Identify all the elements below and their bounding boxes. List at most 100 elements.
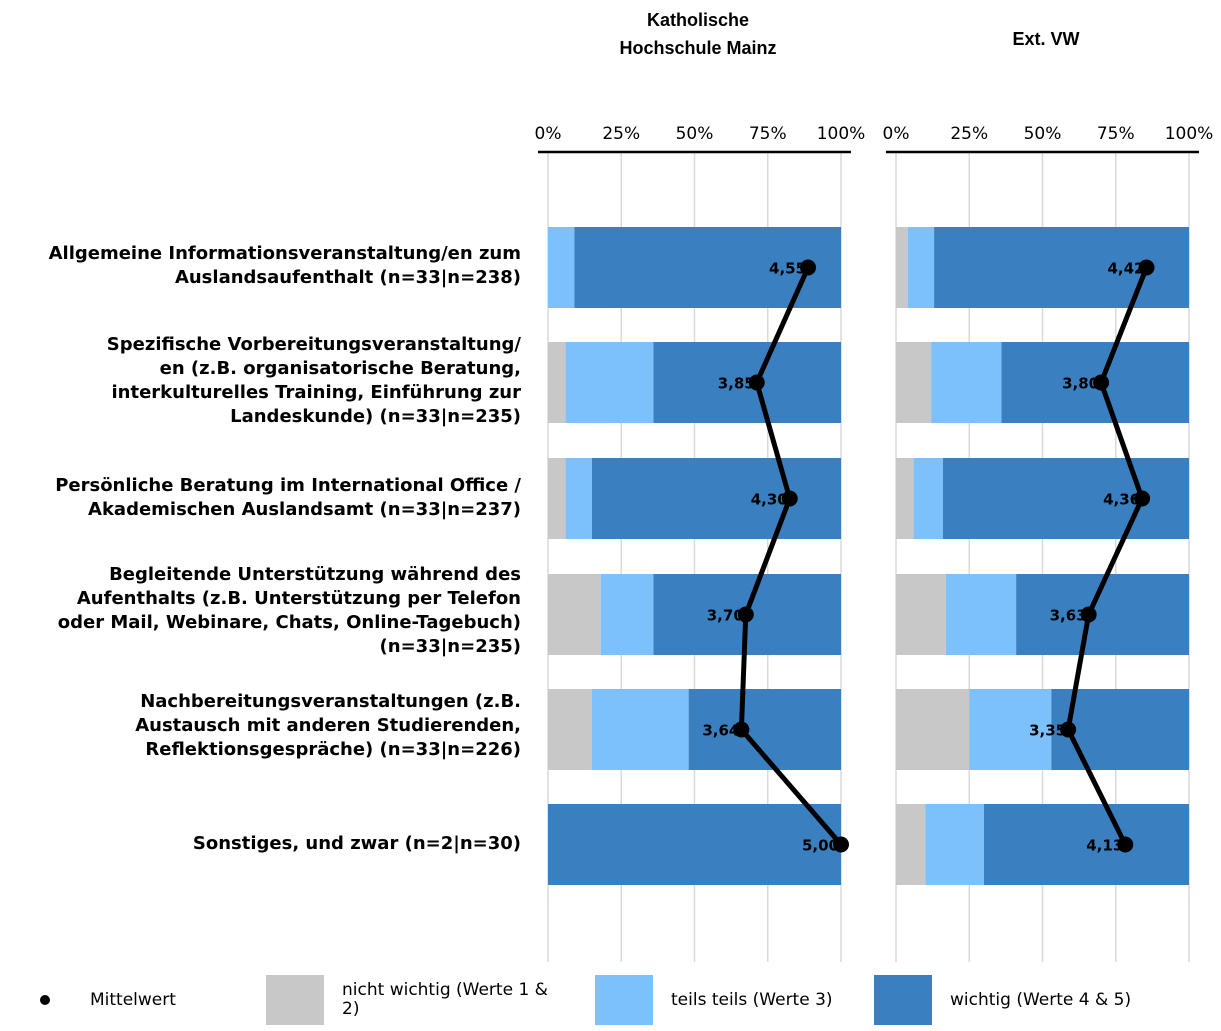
bar-khm-teils-teils xyxy=(600,574,654,655)
bar-extvw-nicht-wichtig xyxy=(896,689,970,770)
mean-label-khm: 4,30 xyxy=(751,491,788,509)
x-tick-label-khm: 75% xyxy=(749,124,787,144)
mean-point-extvw xyxy=(1117,836,1134,853)
legend-mean: Mittelwert xyxy=(0,980,176,1020)
category-label-line: Reflektionsgespräche) (n=33|n=226) xyxy=(145,739,521,760)
x-tick-label-extvw: 0% xyxy=(883,124,910,144)
category-label-line: interkulturelles Training, Einführung zu… xyxy=(111,382,521,403)
category-label-line: Auslandsaufenthalt (n=33|n=238) xyxy=(174,267,521,288)
mean-point-khm xyxy=(748,374,765,391)
mean-point-khm xyxy=(833,836,849,853)
x-tick-label-khm: 50% xyxy=(676,124,714,144)
bar-extvw-nicht-wichtig xyxy=(896,804,926,885)
mean-label-khm: 3,85 xyxy=(718,375,755,393)
category-label-line: Aufenthalts (z.B. Unterstützung per Tele… xyxy=(76,588,521,609)
category-label-4: Begleitende Unterstützung während des Au… xyxy=(0,563,521,659)
bar-extvw-teils-teils xyxy=(931,342,1002,423)
mean-point-extvw xyxy=(1093,374,1110,391)
legend-mean-marker xyxy=(40,995,50,1005)
mean-line-extvw xyxy=(1065,266,1149,846)
bar-extvw-nicht-wichtig xyxy=(896,574,946,655)
bar-khm-teils-teils xyxy=(565,458,592,539)
mean-point-khm xyxy=(800,259,817,276)
category-label-line: (n=33|n=235) xyxy=(379,636,521,657)
mean-point-extvw xyxy=(1060,721,1077,738)
legend-wichtig-label: wichtig (Werte 4 & 5) xyxy=(950,989,1132,1010)
legend-teils-swatch xyxy=(595,975,653,1025)
category-label-3: Persönliche Beratung im International Of… xyxy=(0,474,521,522)
bar-khm-wichtig xyxy=(653,342,841,423)
category-label-line: Allgemeine Informationsveranstaltung/en … xyxy=(48,243,521,264)
category-label-1: Allgemeine Informationsveranstaltung/en … xyxy=(0,242,521,290)
mean-label-khm: 3,70 xyxy=(707,607,744,625)
mean-point-khm xyxy=(733,721,750,738)
mean-label-extvw: 3,63 xyxy=(1050,607,1087,625)
bar-extvw-teils-teils xyxy=(913,458,943,539)
x-tick-label-khm: 0% xyxy=(535,124,562,144)
mean-point-khm xyxy=(737,606,754,623)
bar-khm-nicht-wichtig xyxy=(548,342,566,423)
bar-extvw-wichtig xyxy=(942,458,1189,539)
bar-khm-nicht-wichtig xyxy=(548,574,601,655)
legend-nicht-wichtig-line1: nicht wichtig (Werte 1 & xyxy=(342,980,548,1000)
mean-point-khm xyxy=(781,490,798,507)
bar-extvw-teils-teils xyxy=(907,227,935,308)
bar-extvw-teils-teils xyxy=(925,804,984,885)
legend-nicht-wichtig: nicht wichtig (Werte 1 & 2) xyxy=(266,975,548,1025)
mean-point-extvw xyxy=(1134,490,1151,507)
legend-nicht-wichtig-swatch xyxy=(266,975,324,1025)
legend-nicht-wichtig-line2: 2) xyxy=(342,999,360,1019)
legend-teils: teils teils (Werte 3) xyxy=(595,975,833,1025)
x-tick-label-extvw: 75% xyxy=(1097,124,1135,144)
mean-point-extvw xyxy=(1080,606,1097,623)
x-tick-label-extvw: 25% xyxy=(950,124,988,144)
bar-extvw-nicht-wichtig xyxy=(896,227,908,308)
mean-label-khm: 4,55 xyxy=(769,260,806,278)
bar-khm-nicht-wichtig xyxy=(548,689,592,770)
legend-wichtig-swatch xyxy=(874,975,932,1025)
panel-title-extvw: Ext. VW xyxy=(896,25,1196,53)
legend-teils-label: teils teils (Werte 3) xyxy=(671,989,833,1010)
x-tick-label-khm: 25% xyxy=(602,124,640,144)
category-label-line: Spezifische Vorbereitungsveranstaltung/ xyxy=(106,334,521,355)
bar-extvw-nicht-wichtig xyxy=(896,342,932,423)
panel-title-khm-line1: Katholische xyxy=(646,10,750,30)
category-label-2: Spezifische Vorbereitungsveranstaltung/ … xyxy=(0,333,521,429)
mean-line-khm xyxy=(738,266,843,847)
category-label-line: Begleitende Unterstützung während des xyxy=(109,564,521,585)
category-label-line: Persönliche Beratung im International Of… xyxy=(55,475,521,496)
bar-khm-wichtig xyxy=(591,458,841,539)
x-tick-label-khm: 100% xyxy=(817,124,866,144)
category-label-line: Akademischen Auslandsamt (n=33|n=237) xyxy=(88,499,521,520)
category-label-line: Austausch mit anderen Studierenden, xyxy=(135,715,521,736)
bar-khm-teils-teils xyxy=(591,689,689,770)
category-label-line: Landeskunde) (n=33|n=235) xyxy=(230,406,521,427)
panel-title-khm: Katholische Hochschule Mainz xyxy=(548,6,848,62)
category-label-5: Nachbereitungsveranstaltungen (z.B. Aust… xyxy=(0,690,521,762)
mean-label-extvw: 3,80 xyxy=(1062,375,1099,393)
legend-mean-label: Mittelwert xyxy=(90,989,176,1010)
x-tick-label-extvw: 100% xyxy=(1165,124,1214,144)
category-label-line: Sonstiges, und zwar (n=2|n=30) xyxy=(192,833,521,854)
bar-extvw-nicht-wichtig xyxy=(896,458,914,539)
mean-label-khm: 5,00 xyxy=(802,837,839,855)
mean-point-extvw xyxy=(1138,259,1155,276)
mean-label-khm: 3,64 xyxy=(702,722,739,740)
x-tick-label-extvw: 50% xyxy=(1024,124,1062,144)
mean-label-extvw: 4,13 xyxy=(1086,837,1123,855)
panel-title-extvw-line1: Ext. VW xyxy=(1012,29,1080,49)
category-label-line: oder Mail, Webinare, Chats, Online-Tageb… xyxy=(57,612,521,633)
mean-label-extvw: 3,35 xyxy=(1029,722,1066,740)
mean-label-extvw: 4,36 xyxy=(1103,491,1140,509)
category-label-line: Nachbereitungsveranstaltungen (z.B. xyxy=(140,691,521,712)
category-label-6: Sonstiges, und zwar (n=2|n=30) xyxy=(0,832,521,856)
bar-khm-wichtig xyxy=(548,804,841,885)
legend-nicht-wichtig-label: nicht wichtig (Werte 1 & 2) xyxy=(342,981,548,1019)
legend-wichtig: wichtig (Werte 4 & 5) xyxy=(874,975,1132,1025)
bar-extvw-teils-teils xyxy=(969,689,1052,770)
bar-extvw-teils-teils xyxy=(945,574,1017,655)
bar-extvw-wichtig xyxy=(983,804,1189,885)
bar-khm-nicht-wichtig xyxy=(548,458,566,539)
